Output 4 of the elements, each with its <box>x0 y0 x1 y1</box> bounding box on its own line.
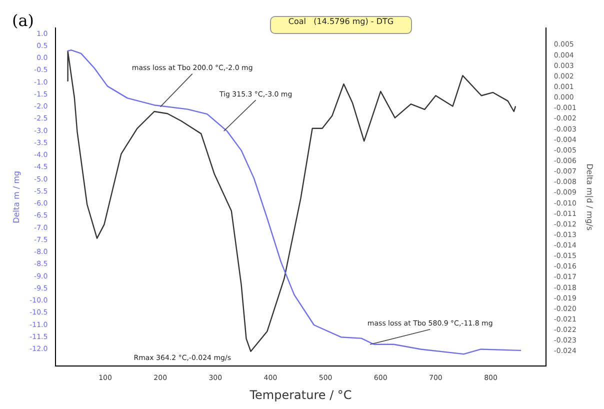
y2-axis-title: Delta m|d / mg/s <box>585 164 594 231</box>
y-axis-title: Delta m / mg <box>12 170 21 224</box>
text: (a) <box>12 11 34 30</box>
x-axis-title: Temperature / °C <box>248 388 352 402</box>
